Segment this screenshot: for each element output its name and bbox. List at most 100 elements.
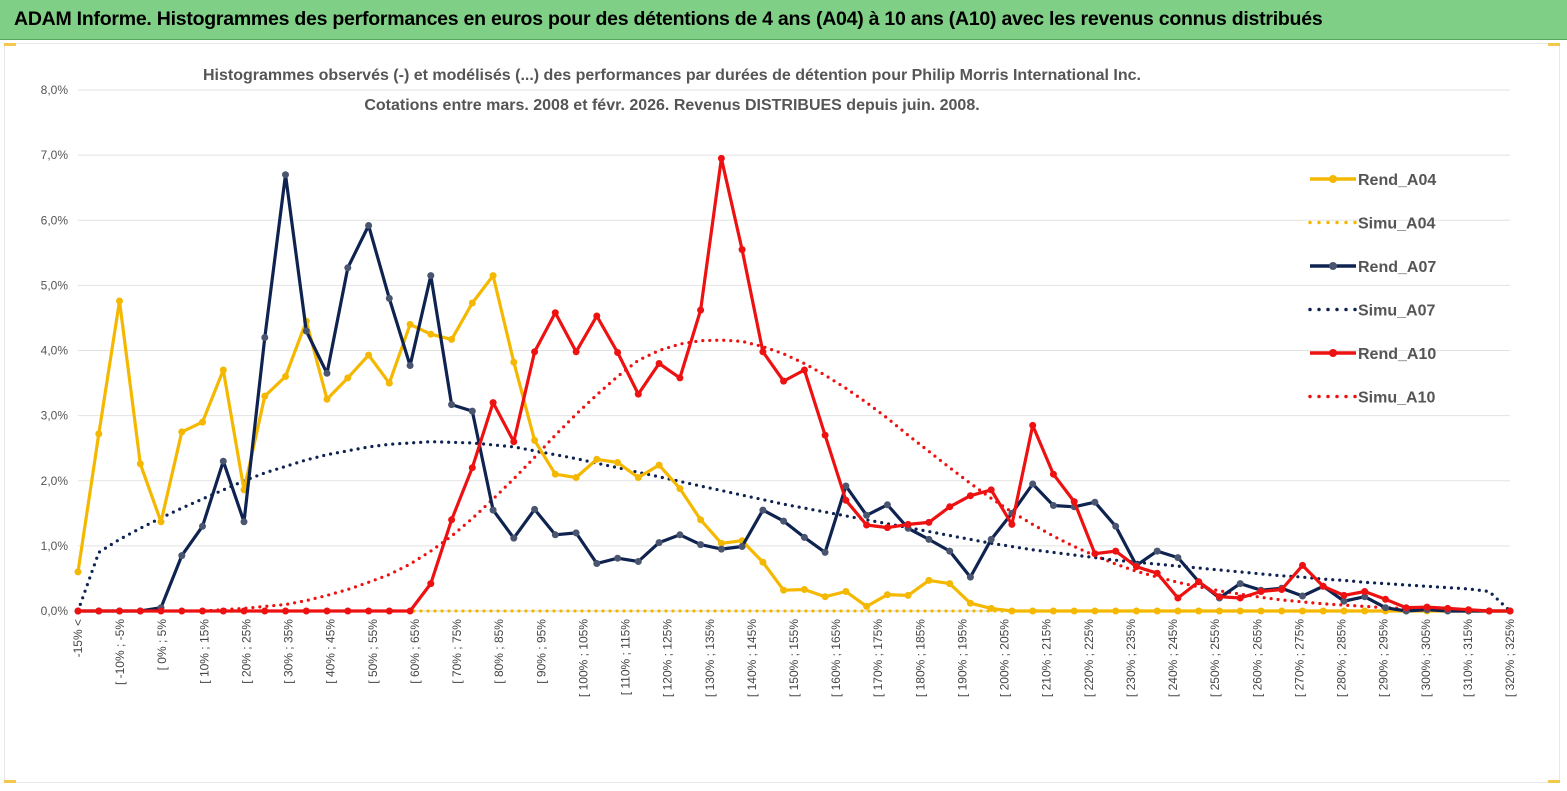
series-line-Rend_A04	[76, 274, 1510, 613]
data-point	[1236, 594, 1244, 602]
legend-marker	[1329, 262, 1337, 270]
y-tick-label: 5,0%	[41, 278, 69, 292]
x-tick-label: [ 190% ; 195%	[955, 619, 969, 697]
data-point	[946, 503, 954, 511]
data-point	[1153, 569, 1161, 577]
y-tick-label: 1,0%	[41, 539, 69, 553]
data-point	[1361, 588, 1369, 595]
data-point	[863, 511, 871, 519]
data-point	[1340, 591, 1348, 599]
data-point	[1029, 607, 1037, 615]
series-Rend_A07	[74, 171, 1514, 615]
data-point	[987, 604, 995, 612]
data-point	[697, 541, 705, 549]
data-point	[240, 486, 248, 494]
legend-label: Simu_A07	[1358, 303, 1435, 320]
x-tick-label: [ 70% ; 75%	[450, 619, 464, 684]
x-tick-label: [ 160% ; 165%	[829, 619, 843, 697]
data-point	[240, 518, 248, 526]
data-point	[1132, 607, 1140, 615]
data-point	[116, 297, 123, 305]
data-point	[1257, 588, 1265, 595]
data-point	[759, 348, 767, 356]
x-tick-label: [ 300% ; 305%	[1419, 619, 1433, 697]
data-point	[738, 543, 746, 550]
data-point	[1132, 563, 1140, 571]
x-tick-label: [ 230% ; 235%	[1124, 619, 1138, 697]
data-point	[1236, 607, 1244, 615]
data-point	[1153, 607, 1161, 615]
x-tick-label: [ 150% ; 155%	[787, 619, 801, 697]
legend-label: Simu_A10	[1358, 390, 1435, 407]
legend-item-Simu_A07: Simu_A07	[1308, 303, 1435, 320]
data-point	[1299, 607, 1306, 615]
data-point	[842, 496, 850, 504]
data-point	[489, 506, 497, 514]
data-point	[1174, 607, 1182, 615]
data-point	[572, 529, 580, 537]
x-tick-label: [ 90% ; 95%	[534, 619, 548, 684]
x-tick-label: [ 80% ; 85%	[492, 619, 506, 684]
data-point	[282, 373, 289, 380]
data-point	[1465, 606, 1472, 614]
data-point	[676, 374, 684, 382]
data-point	[717, 545, 725, 553]
data-point	[883, 591, 891, 599]
data-point	[510, 534, 518, 542]
data-point	[531, 348, 539, 356]
x-tick-label: [ 280% ; 285%	[1335, 619, 1349, 697]
data-point	[1506, 607, 1514, 615]
data-point	[1215, 593, 1223, 601]
data-point	[738, 246, 746, 254]
report-title: ADAM Informe. Histogrammes des performan…	[14, 8, 1323, 30]
series-Simu_A10	[76, 338, 1512, 613]
legend-label: Rend_A04	[1358, 172, 1436, 189]
chart-subtitle-line2: Cotations entre mars. 2008 et févr. 2026…	[364, 97, 979, 114]
data-point	[427, 272, 435, 280]
data-point	[759, 506, 767, 514]
data-point	[489, 272, 497, 280]
data-point	[468, 299, 476, 307]
data-point	[1029, 480, 1037, 488]
x-tick-label: [ 140% ; 145%	[745, 619, 759, 697]
data-point	[1029, 421, 1037, 429]
data-point	[1153, 547, 1161, 555]
x-tick-label: [ 130% ; 135%	[703, 619, 717, 697]
data-point	[116, 607, 123, 615]
data-point	[1299, 592, 1306, 600]
chart-frame	[4, 43, 1560, 783]
series-line-Simu_A10	[76, 338, 1512, 613]
data-point	[157, 518, 165, 526]
data-point	[800, 533, 808, 541]
x-tick-label: [ 100% ; 105%	[576, 619, 590, 697]
x-tick-label: [ 10% ; 15%	[197, 619, 211, 684]
data-point	[800, 586, 808, 593]
x-tick-label: [ 260% ; 265%	[1250, 619, 1264, 697]
data-point	[634, 390, 642, 398]
data-point	[593, 560, 601, 567]
data-point	[655, 360, 663, 367]
data-point	[676, 531, 684, 539]
data-point	[385, 607, 393, 615]
data-point	[551, 309, 559, 317]
data-point	[925, 518, 933, 526]
x-tick-label: [ 60% ; 65%	[408, 619, 422, 684]
data-point	[344, 607, 352, 615]
data-point	[323, 607, 331, 615]
data-point	[1174, 594, 1182, 602]
series-Rend_A10	[74, 154, 1514, 615]
data-point	[510, 358, 518, 366]
series-Rend_A04	[74, 272, 1514, 615]
x-tick-label: [ 40% ; 45%	[324, 619, 338, 684]
data-point	[1382, 595, 1389, 603]
y-tick-label: 6,0%	[41, 213, 69, 227]
data-point	[842, 482, 850, 490]
data-point	[1070, 498, 1078, 506]
data-point	[199, 607, 206, 615]
data-point	[365, 607, 373, 615]
data-point	[178, 552, 186, 560]
data-point	[510, 438, 518, 446]
legend-item-Rend_A10: Rend_A10	[1310, 346, 1436, 363]
data-point	[863, 602, 871, 610]
data-point	[199, 522, 206, 530]
